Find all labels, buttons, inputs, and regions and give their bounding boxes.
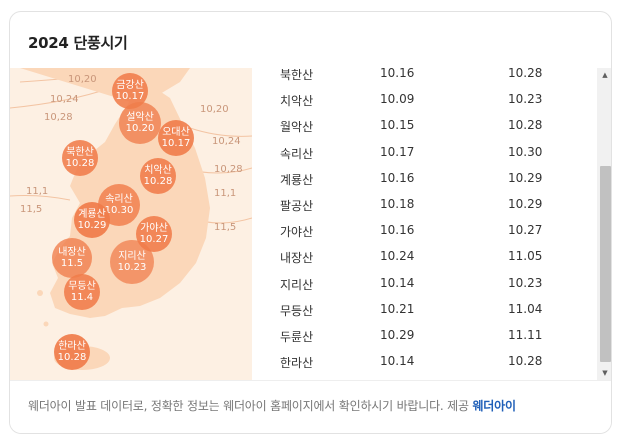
contour-label: 10,28 [214,164,243,175]
contour-label: 11,1 [26,186,49,197]
table-row: 지리산 10.14 10.23 [252,270,597,296]
map-bubble-bukhansan[interactable]: 북한산 10.28 [62,140,98,176]
table-cell-peak: 10.29 [508,196,543,211]
table-cell-peak: 10.27 [508,223,543,238]
table-cell-peak: 11.11 [508,327,543,342]
table-cell-first: 10.21 [380,301,415,316]
foliage-map: 10,20 10,24 10,28 10,20 10,24 10,28 11,1… [10,68,252,380]
map-bubble-chiaksan[interactable]: 치악산 10.28 [140,158,176,194]
table-cell-peak: 10.23 [508,275,543,290]
table-row: 월악산 10.15 10.28 [252,112,597,138]
table-cell-name: 계룡산 [280,172,314,187]
table-cell-name: 속리산 [280,146,314,161]
contour-label: 11,5 [20,204,43,215]
map-bubble-odaesan[interactable]: 오대산 10.17 [158,120,194,156]
table-cell-name: 한라산 [280,356,314,371]
map-bubble-naejangsan[interactable]: 내장산 11.5 [52,238,92,278]
table-cell-peak: 10.23 [508,92,543,107]
provider-link[interactable]: 웨더아이 [472,399,516,413]
table-row: 내장산 10.24 11.05 [252,243,597,269]
fall-foliage-card: 2024 단풍시기 10,2 [9,11,612,434]
card-content: 10,20 10,24 10,28 10,20 10,24 10,28 11,1… [10,68,611,380]
table-cell-name: 가야산 [280,225,314,240]
table-cell-name: 두륜산 [280,329,314,344]
contour-label: 10,24 [50,94,79,105]
table-cell-peak: 10.28 [508,68,543,80]
table-cell-first: 10.14 [380,275,415,290]
map-bubble-jirisan[interactable]: 지리산 10.23 [110,240,154,284]
table-cell-name: 북한산 [280,68,314,82]
table-cell-name: 무등산 [280,303,314,318]
table-cell-first: 10.29 [380,327,415,342]
map-bubble-gyeryongsan[interactable]: 계룡산 10.29 [74,202,110,238]
table-cell-first: 10.24 [380,249,415,264]
scrollbar-thumb[interactable] [600,166,611,362]
contour-label: 10,20 [200,104,229,115]
card-footer: 웨더아이 발표 데이터로, 정확한 정보는 웨더아이 홈페이지에서 확인하시기 … [10,380,611,433]
table-cell-peak: 11.04 [508,301,543,316]
table-cell-first: 10.16 [380,223,415,238]
scroll-down-icon[interactable]: ▼ [602,369,608,377]
table-row: 두륜산 10.29 11.11 [252,322,597,348]
contour-label: 11,5 [214,222,237,233]
card-title: 2024 단풍시기 [28,34,128,52]
table-row: 북한산 10.16 10.28 [252,68,597,86]
table-cell-peak: 10.29 [508,170,543,185]
table-cell-name: 월악산 [280,120,314,135]
vertical-scrollbar[interactable]: ▲ ▼ [597,68,611,380]
table-cell-first: 10.09 [380,92,415,107]
source-notice: 웨더아이 발표 데이터로, 정확한 정보는 웨더아이 홈페이지에서 확인하시기 … [28,397,516,414]
foliage-table[interactable]: 북한산 10.16 10.28 치악산 10.09 10.23 월악산 10.15 10.28 속… [252,68,597,380]
table-cell-name: 치악산 [280,94,314,109]
contour-label: 11,1 [214,188,237,199]
scroll-up-icon[interactable]: ▲ [602,71,608,79]
table-row: 팔공산 10.18 10.29 [252,191,597,217]
table-cell-first: 10.16 [380,68,415,80]
table-cell-name: 팔공산 [280,198,314,213]
table-cell-name: 지리산 [280,277,314,292]
table-row: 치악산 10.09 10.23 [252,86,597,112]
table-cell-peak: 11.05 [508,249,543,264]
table-row: 속리산 10.17 10.30 [252,139,597,165]
table-cell-first: 10.15 [380,118,415,133]
table-cell-first: 10.17 [380,144,415,159]
contour-label: 10,24 [212,136,241,147]
table-cell-peak: 10.30 [508,144,543,159]
table-cell-name: 내장산 [280,251,314,266]
source-notice-text: 웨더아이 발표 데이터로, 정확한 정보는 웨더아이 홈페이지에서 확인하시기 … [28,399,469,413]
table-cell-first: 10.16 [380,170,415,185]
table-row: 한라산 10.14 10.28 [252,348,597,374]
table-cell-first: 10.18 [380,196,415,211]
map-bubble-mudeungsan[interactable]: 무등산 11.4 [64,274,100,310]
table-cell-peak: 10.28 [508,118,543,133]
table-row: 가야산 10.16 10.27 [252,217,597,243]
table-cell-peak: 10.28 [508,354,543,369]
map-bubble-hallasan[interactable]: 한라산 10.28 [54,334,90,370]
table-row: 계룡산 10.16 10.29 [252,165,597,191]
map-bubble-seoraksan[interactable]: 설악산 10.20 [119,102,161,144]
table-row: 무등산 10.21 11.04 [252,296,597,322]
contour-label: 10,28 [44,112,73,123]
foliage-table-body: 북한산 10.16 10.28 치악산 10.09 10.23 월악산 10.15 10.28 속… [252,68,597,374]
table-cell-first: 10.14 [380,354,415,369]
contour-label: 10,20 [68,74,97,85]
